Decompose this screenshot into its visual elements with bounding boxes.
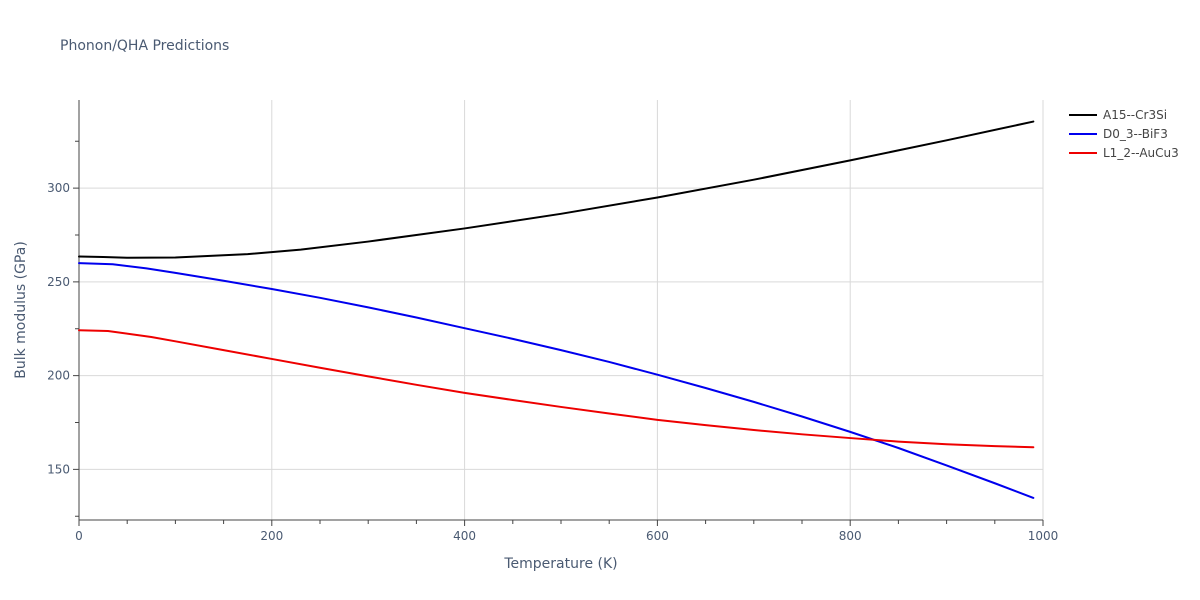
x-tick-label: 400 — [453, 529, 476, 543]
y-tick-label: 300 — [47, 181, 70, 195]
x-tick-label: 200 — [260, 529, 283, 543]
y-tick-label: 250 — [47, 275, 70, 289]
x-tick-label: 600 — [646, 529, 669, 543]
x-tick-label: 800 — [839, 529, 862, 543]
chart-title: Phonon/QHA Predictions — [60, 38, 229, 54]
x-tick-label: 1000 — [1028, 529, 1059, 543]
legend-label: A15--Cr3Si — [1103, 108, 1167, 122]
legend-label: D0_3--BiF3 — [1103, 127, 1168, 141]
legend-item[interactable]: L1_2--AuCu3 — [1069, 146, 1179, 160]
y-tick-label: 150 — [47, 462, 70, 476]
grid-layer — [79, 100, 1044, 520]
legend-item[interactable]: A15--Cr3Si — [1069, 108, 1167, 122]
series-line-3 — [78, 329, 1035, 449]
series-line-1 — [78, 120, 1035, 259]
series-layer — [78, 120, 1035, 499]
y-tick-label: 200 — [47, 369, 70, 383]
legend-item[interactable]: D0_3--BiF3 — [1069, 127, 1168, 141]
legend[interactable]: A15--Cr3Si D0_3--BiF3 L1_2--AuCu3 — [1069, 108, 1179, 160]
x-tick-label: 0 — [75, 529, 83, 543]
y-axis-label: Bulk modulus (GPa) — [13, 241, 29, 379]
axes-layer: 0 200 400 600 800 1000 150 200 250 300 — [47, 100, 1058, 543]
x-axis-label: Temperature (K) — [503, 556, 617, 572]
legend-label: L1_2--AuCu3 — [1103, 146, 1179, 160]
